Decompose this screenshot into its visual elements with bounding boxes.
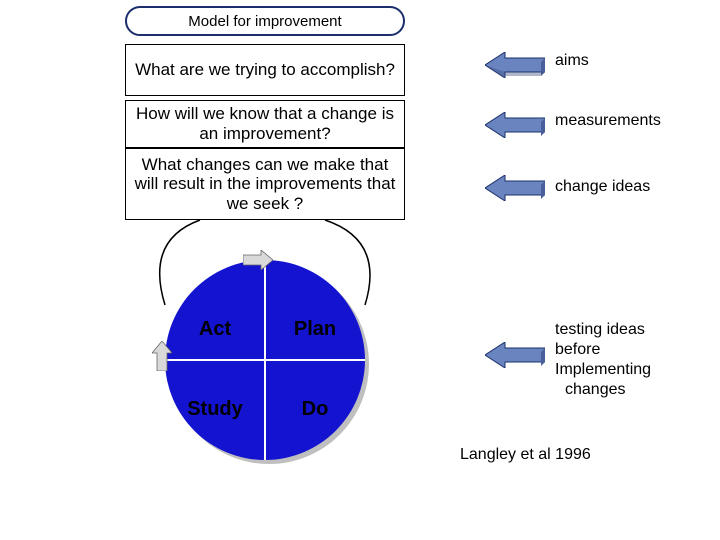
arrow-left-icon	[485, 175, 545, 201]
arrow-left-icon	[485, 112, 545, 138]
title-box: Model for improvement	[125, 6, 405, 36]
question-measurements-text: How will we know that a change is an imp…	[134, 104, 396, 143]
quadrant-act: Act	[165, 318, 265, 341]
quadrant-plan: Plan	[265, 318, 365, 341]
title-text: Model for improvement	[188, 13, 341, 30]
pdsa-cycle: Act Plan Study Do	[125, 250, 405, 480]
question-measurements: How will we know that a change is an imp…	[125, 100, 405, 148]
arrow-left-icon	[485, 342, 545, 368]
label-testing-line2: before	[555, 341, 600, 358]
label-testing-line1: testing ideas	[555, 321, 645, 338]
label-testing-line4: changes	[555, 380, 651, 400]
label-measurements: measurements	[555, 112, 661, 130]
label-testing-ideas: testing ideas before Implementing change…	[555, 320, 651, 400]
question-aims-text: What are we trying to accomplish?	[135, 60, 395, 80]
label-change-ideas: change ideas	[555, 178, 650, 196]
quadrant-do: Do	[265, 398, 365, 421]
arrow-left-icon	[485, 52, 545, 78]
label-testing-line3: Implementing	[555, 361, 651, 378]
quadrant-study: Study	[165, 398, 265, 421]
label-aims: aims	[555, 52, 589, 70]
arrow-right-icon	[243, 250, 273, 270]
pdsa-circle	[165, 260, 365, 460]
arrow-up-icon	[152, 341, 172, 371]
citation-text: Langley et al 1996	[460, 446, 591, 464]
question-aims: What are we trying to accomplish?	[125, 44, 405, 96]
